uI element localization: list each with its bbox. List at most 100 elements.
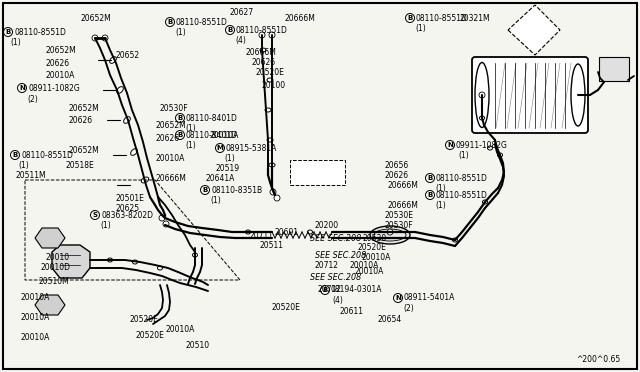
Text: 08110-8551D: 08110-8551D: [436, 190, 488, 199]
Text: SEE SEC.208: SEE SEC.208: [315, 250, 366, 260]
Text: 20520E: 20520E: [135, 330, 164, 340]
Text: 20010A: 20010A: [20, 314, 49, 323]
Text: B: B: [202, 187, 207, 193]
Text: 20010D: 20010D: [40, 263, 70, 273]
Circle shape: [92, 35, 98, 41]
Text: 20010: 20010: [45, 253, 69, 263]
Circle shape: [479, 92, 485, 98]
Text: 20518E: 20518E: [65, 160, 93, 170]
Text: (1): (1): [224, 154, 235, 163]
Text: 20010A: 20010A: [350, 260, 380, 269]
Ellipse shape: [132, 260, 138, 264]
Text: 20501E: 20501E: [115, 193, 144, 202]
Ellipse shape: [483, 200, 488, 204]
Polygon shape: [35, 228, 65, 248]
Text: SEE SEC.208: SEE SEC.208: [310, 273, 361, 282]
Ellipse shape: [269, 163, 275, 167]
Text: 08110-8551D: 08110-8551D: [436, 173, 488, 183]
Polygon shape: [35, 295, 65, 315]
Text: N: N: [447, 142, 453, 148]
Text: 20652M: 20652M: [155, 121, 186, 129]
Text: (1): (1): [458, 151, 468, 160]
Text: (1): (1): [185, 124, 196, 132]
Text: 20652M: 20652M: [45, 45, 76, 55]
Text: 08110-8401D: 08110-8401D: [186, 113, 238, 122]
Text: 20712: 20712: [315, 260, 339, 269]
FancyBboxPatch shape: [3, 3, 637, 369]
Text: 08194-0301A: 08194-0301A: [331, 285, 383, 295]
Text: B: B: [323, 287, 328, 293]
Text: 20520E: 20520E: [130, 315, 159, 324]
Circle shape: [159, 215, 165, 221]
Text: 20010A: 20010A: [165, 326, 195, 334]
Text: (4): (4): [235, 35, 246, 45]
Text: 20010A: 20010A: [20, 334, 49, 343]
Text: SEE SEC.208: SEE SEC.208: [310, 234, 361, 243]
Text: 08363-8202D: 08363-8202D: [101, 211, 153, 219]
Text: 20656: 20656: [385, 160, 409, 170]
Text: 20627: 20627: [230, 7, 254, 16]
Ellipse shape: [497, 153, 502, 157]
Text: 20010A: 20010A: [210, 131, 239, 140]
Text: 20530E: 20530E: [385, 211, 414, 219]
Text: (2): (2): [403, 304, 413, 312]
Text: 20530F: 20530F: [160, 103, 189, 112]
Text: 20511: 20511: [260, 241, 284, 250]
Text: B: B: [168, 19, 173, 25]
Text: 20666M: 20666M: [388, 180, 419, 189]
Text: 08911-1082G: 08911-1082G: [28, 83, 80, 93]
Text: (1): (1): [415, 23, 426, 32]
Text: (4): (4): [332, 295, 343, 305]
Text: 20100: 20100: [262, 80, 286, 90]
FancyBboxPatch shape: [290, 160, 345, 185]
Ellipse shape: [267, 78, 273, 82]
Text: (1): (1): [435, 201, 445, 209]
FancyBboxPatch shape: [599, 57, 629, 81]
Ellipse shape: [131, 149, 138, 155]
Text: 20520E: 20520E: [255, 67, 284, 77]
Text: 20010A: 20010A: [45, 71, 74, 80]
Text: B: B: [5, 29, 11, 35]
Text: 08110-8551D: 08110-8551D: [21, 151, 73, 160]
Text: B: B: [227, 27, 232, 33]
Circle shape: [270, 189, 276, 195]
Ellipse shape: [265, 108, 271, 112]
Text: 20652M: 20652M: [80, 13, 111, 22]
Ellipse shape: [124, 117, 131, 124]
Ellipse shape: [571, 64, 585, 126]
Ellipse shape: [260, 48, 266, 52]
Text: 20321M: 20321M: [460, 13, 491, 22]
Text: 20625: 20625: [115, 203, 139, 212]
Text: 20626: 20626: [68, 115, 92, 125]
Text: 20626: 20626: [385, 170, 409, 180]
Ellipse shape: [141, 177, 148, 183]
Text: 20510: 20510: [185, 340, 209, 350]
Circle shape: [387, 229, 393, 235]
Text: 20666M: 20666M: [388, 201, 419, 209]
Text: N: N: [19, 85, 25, 91]
Ellipse shape: [108, 258, 113, 262]
Text: 20654: 20654: [378, 315, 403, 324]
Text: (1): (1): [18, 160, 29, 170]
Ellipse shape: [488, 146, 493, 150]
Ellipse shape: [193, 253, 198, 257]
Text: B: B: [177, 115, 182, 121]
Circle shape: [163, 221, 169, 227]
FancyBboxPatch shape: [472, 57, 588, 133]
Text: 20666M: 20666M: [285, 13, 316, 22]
Ellipse shape: [157, 266, 163, 270]
Text: 20519: 20519: [215, 164, 239, 173]
Text: 20666M: 20666M: [245, 48, 276, 57]
Text: M: M: [216, 145, 223, 151]
Text: 20691: 20691: [275, 228, 299, 237]
Ellipse shape: [475, 62, 489, 128]
Ellipse shape: [479, 116, 484, 120]
Text: 09911-1082G: 09911-1082G: [456, 141, 508, 150]
Text: 20711: 20711: [250, 231, 274, 240]
Polygon shape: [508, 5, 560, 55]
Text: B: B: [428, 192, 433, 198]
Text: 20530: 20530: [363, 234, 387, 243]
Text: 08915-5381A: 08915-5381A: [226, 144, 277, 153]
Text: N: N: [395, 295, 401, 301]
Text: 20652M: 20652M: [68, 103, 99, 112]
